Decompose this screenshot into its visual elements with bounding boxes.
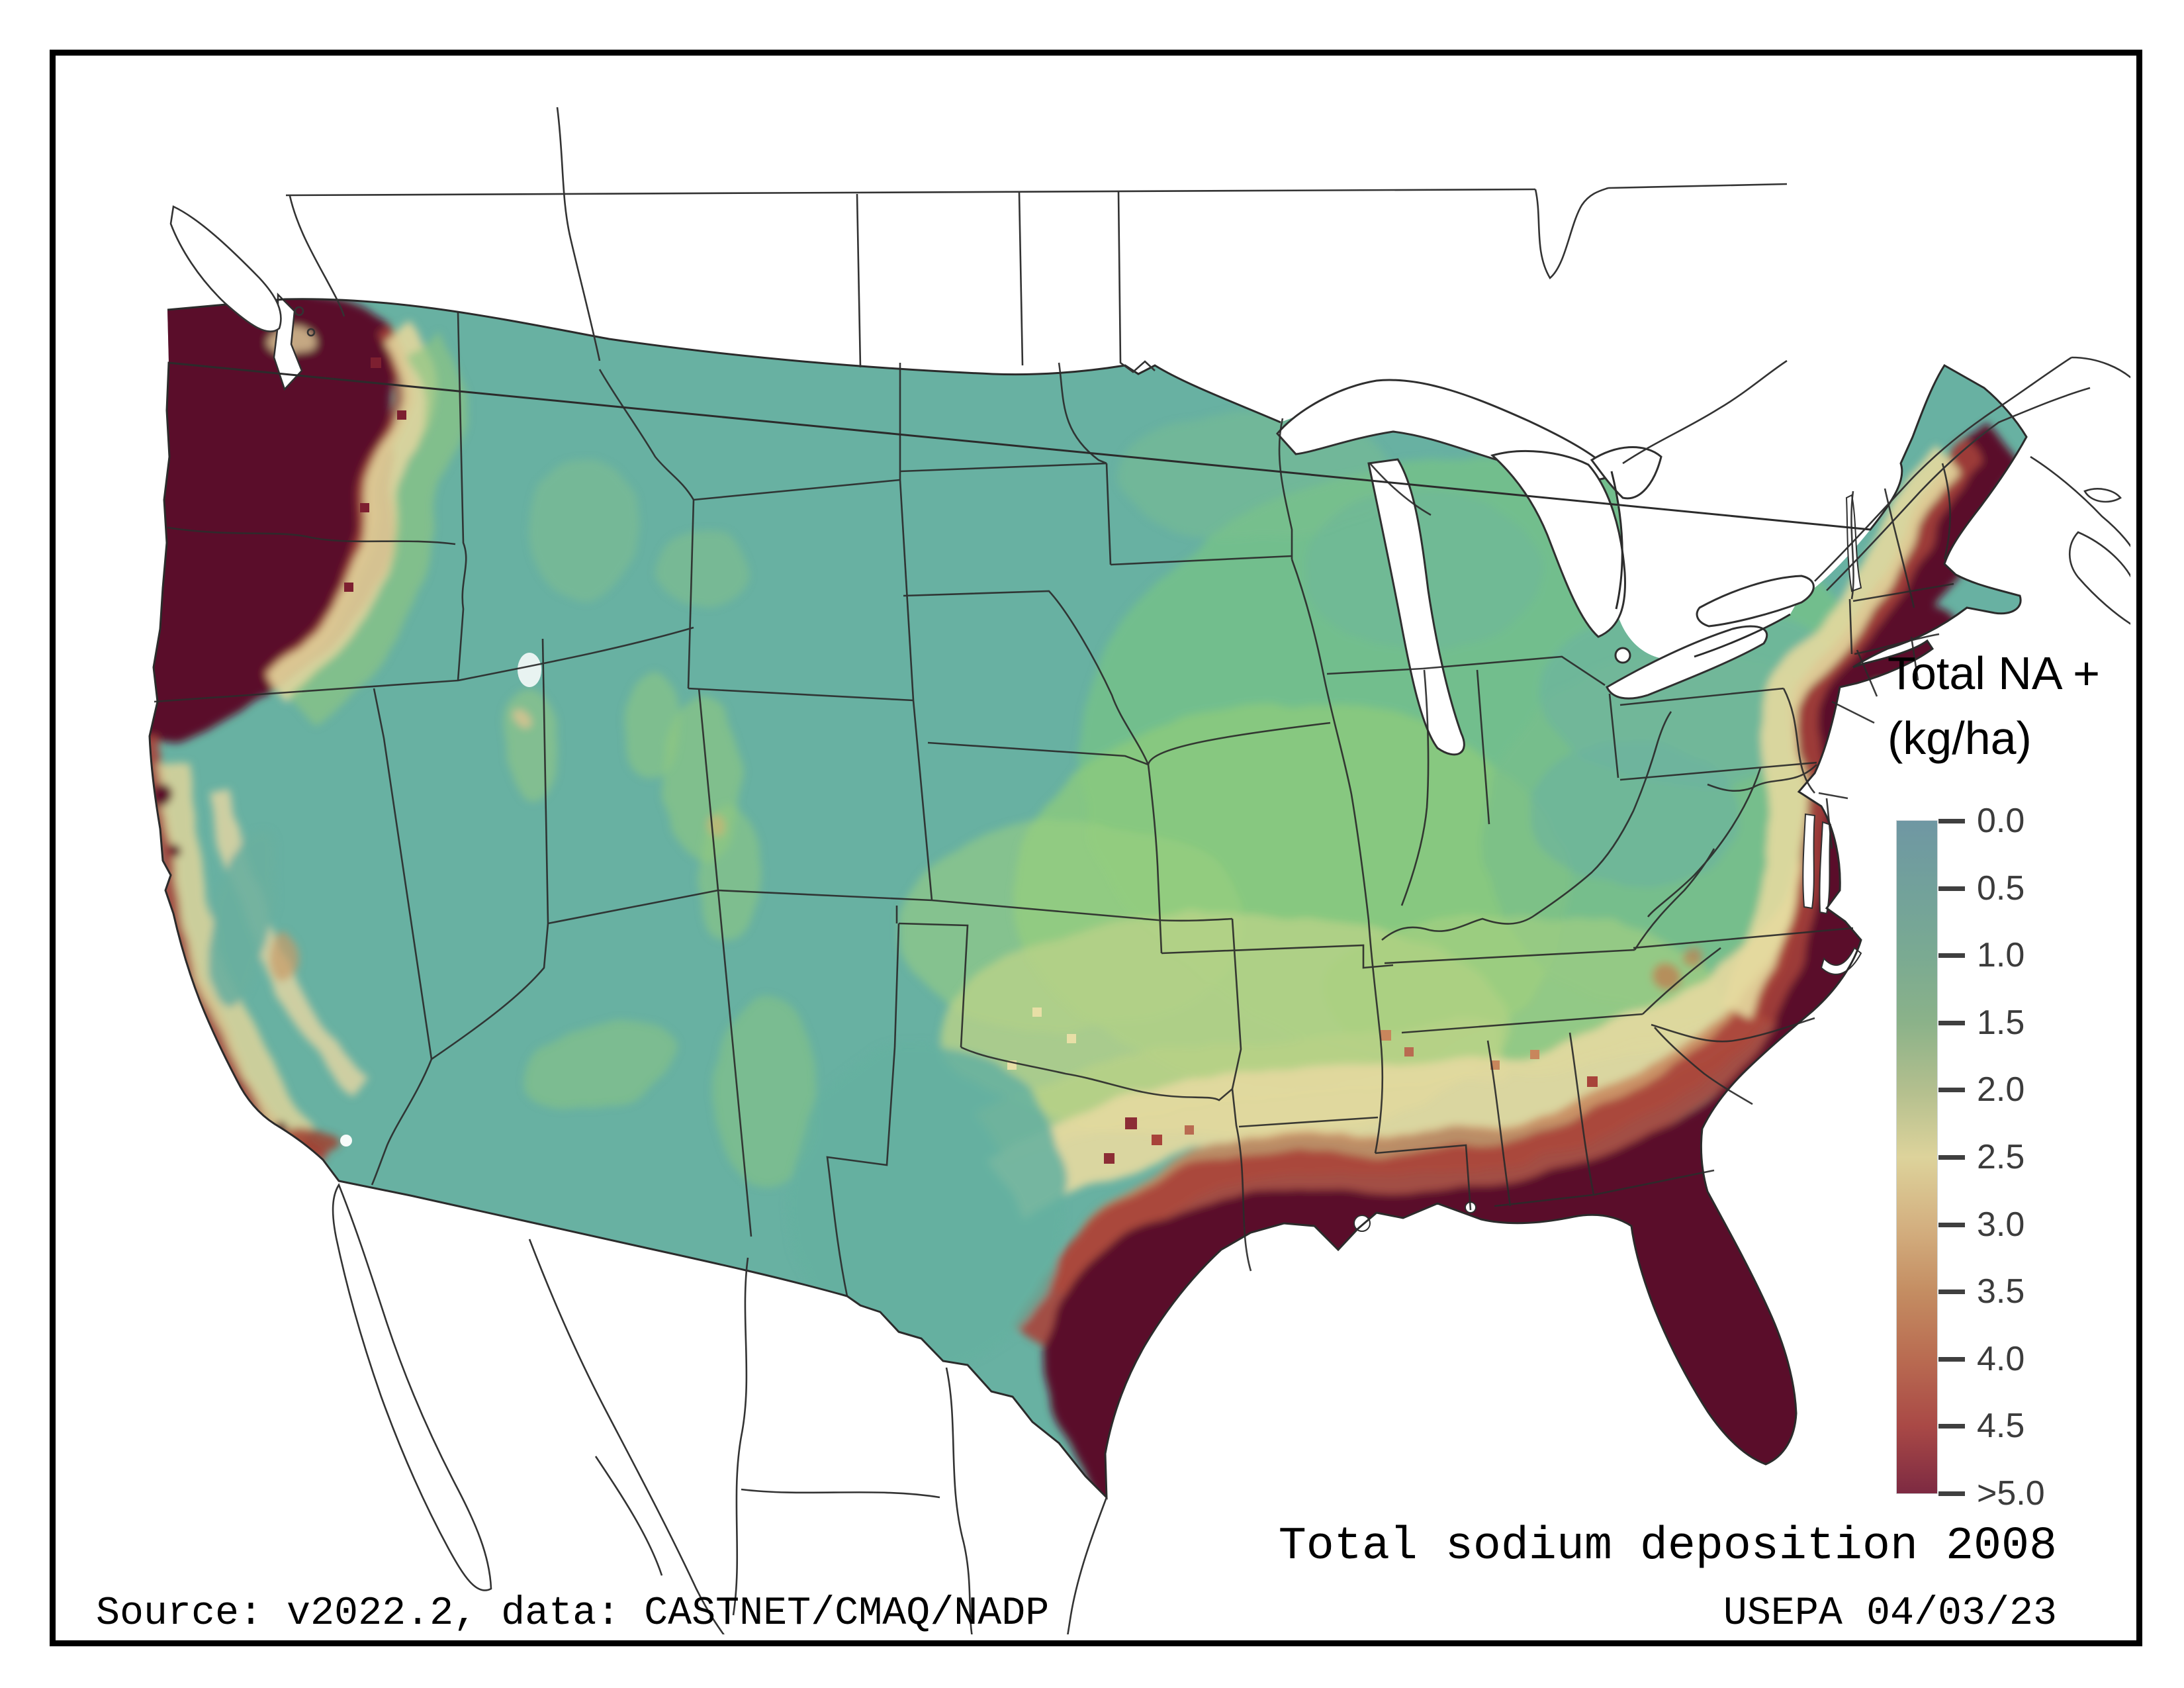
lake-ontario — [1696, 575, 1815, 628]
colorbar-tick-label: 4.0 — [1977, 1340, 2025, 1378]
colorbar-tick — [1938, 1021, 1965, 1025]
james-bay — [1534, 187, 1609, 279]
mexico-boundaries — [332, 1183, 1108, 1634]
colorbar-ticks: 0.0 0.5 1.0 1.5 2.0 2.5 3.0 3.5 4.0 4.5 >5.0 — [1937, 802, 2109, 1513]
bc-coast — [289, 195, 345, 317]
colorbar-tick-label: 3.0 — [1977, 1205, 2025, 1244]
mexico-gulf-coast — [1067, 1497, 1108, 1634]
map-title-caption: Total sodium deposition 2008 — [1278, 1521, 2057, 1573]
colorbar-tick — [1938, 819, 1965, 823]
prince-edward-island — [2083, 488, 2122, 503]
legend-title: Total NA + (kg/ha) — [1888, 641, 2100, 771]
colorbar-tick-label: 1.0 — [1977, 936, 2025, 974]
colorbar-tick-label: 2.0 — [1977, 1070, 2025, 1109]
colorbar-tick — [1938, 953, 1965, 958]
nova-scotia — [2069, 531, 2130, 625]
bc-alberta-border — [556, 107, 601, 361]
st-lawrence-south — [1826, 387, 2091, 591]
chesapeake-bay-west — [1802, 813, 1816, 910]
colorbar-tick-label: 4.5 — [1977, 1407, 2025, 1445]
colorbar-tick — [1938, 1088, 1965, 1092]
colorbar-tick-label: 1.5 — [1977, 1004, 2025, 1042]
colorbar-tick — [1938, 1357, 1965, 1362]
georgian-bay — [1590, 445, 1662, 500]
vancouver-island — [169, 205, 282, 332]
great-lakes — [273, 292, 1862, 1232]
us-outline — [148, 298, 2028, 1500]
colorbar-tick — [1938, 1424, 1965, 1429]
state-boundaries — [154, 312, 1954, 1297]
source-caption: Source: v2022.2, data: CASTNET/CMAQ/NADP — [96, 1591, 1050, 1636]
canada-boundaries — [169, 107, 2130, 625]
raster-speckles — [340, 357, 1598, 1164]
ottawa-river — [1622, 359, 1788, 465]
legend-title-line2: (kg/ha) — [1888, 712, 2032, 764]
pamlico-sound — [1820, 947, 1862, 975]
colorbar-tick — [1938, 886, 1965, 891]
gaspe — [2071, 356, 2130, 379]
gulf-of-california-coast — [528, 1239, 725, 1634]
colorbar-tick-label: >5.0 — [1977, 1474, 2045, 1513]
st-lawrence-north — [1814, 356, 2072, 582]
colorbar-tick-label: 0.5 — [1977, 869, 2025, 908]
colorbar — [1896, 820, 1938, 1494]
lake-michigan — [1367, 458, 1465, 756]
colorbar-tick-label: 3.5 — [1977, 1272, 2025, 1311]
lake-pontchartrain — [1353, 1215, 1371, 1232]
lake-huron — [1490, 449, 1626, 638]
plot-frame — [50, 50, 2142, 1646]
lake-st-clair — [1614, 647, 1631, 664]
legend-title-line1: Total NA + — [1888, 647, 2101, 699]
agency-date-caption: USEPA 04/03/23 — [1723, 1591, 2057, 1636]
colorbar-tick — [1938, 1289, 1965, 1294]
baja-california — [332, 1183, 492, 1591]
colorbar-tick-label: 0.0 — [1977, 802, 2025, 840]
colorbar-tick-label: 2.5 — [1977, 1138, 2025, 1176]
colorbar-tick — [1938, 1155, 1965, 1160]
chesapeake-bay-east — [1819, 821, 1832, 915]
bay-of-fundy — [2030, 455, 2130, 547]
colorbar-tick — [1938, 1223, 1965, 1227]
colorbar-tick — [1938, 1491, 1965, 1496]
